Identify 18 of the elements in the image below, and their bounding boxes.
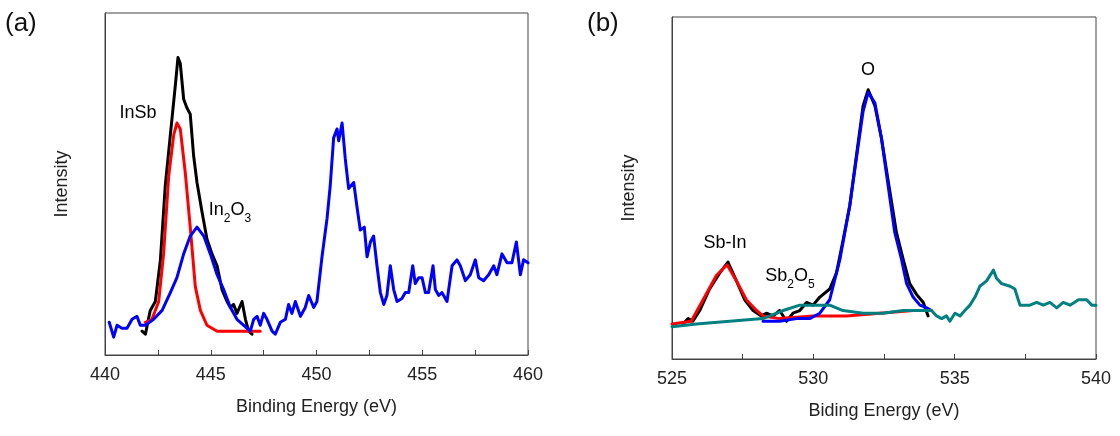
y-axis-title: Intensity [618,154,638,222]
text: O [860,59,876,79]
chart-title: (a) [5,7,37,37]
x-tick-label: 445 [195,364,226,384]
annotation: InSb [119,102,157,122]
chart-title: (b) [587,7,619,37]
x-tick-label: 535 [939,368,970,388]
annotation: Sb-In [703,232,747,252]
x-axis-title: Biding Energy (eV) [808,400,960,420]
x-tick-label: 450 [301,364,332,384]
x-tick-label: 455 [407,364,438,384]
y-axis-title: Intensity [51,150,71,218]
x-tick-label: 525 [656,368,688,388]
x-tick-label: 530 [798,368,829,388]
x-axis-title: Binding Energy (eV) [235,396,398,416]
x-tick-label: 460 [512,364,544,384]
x-tick-label: 440 [89,364,121,384]
x-tick-label: 540 [1080,368,1112,388]
